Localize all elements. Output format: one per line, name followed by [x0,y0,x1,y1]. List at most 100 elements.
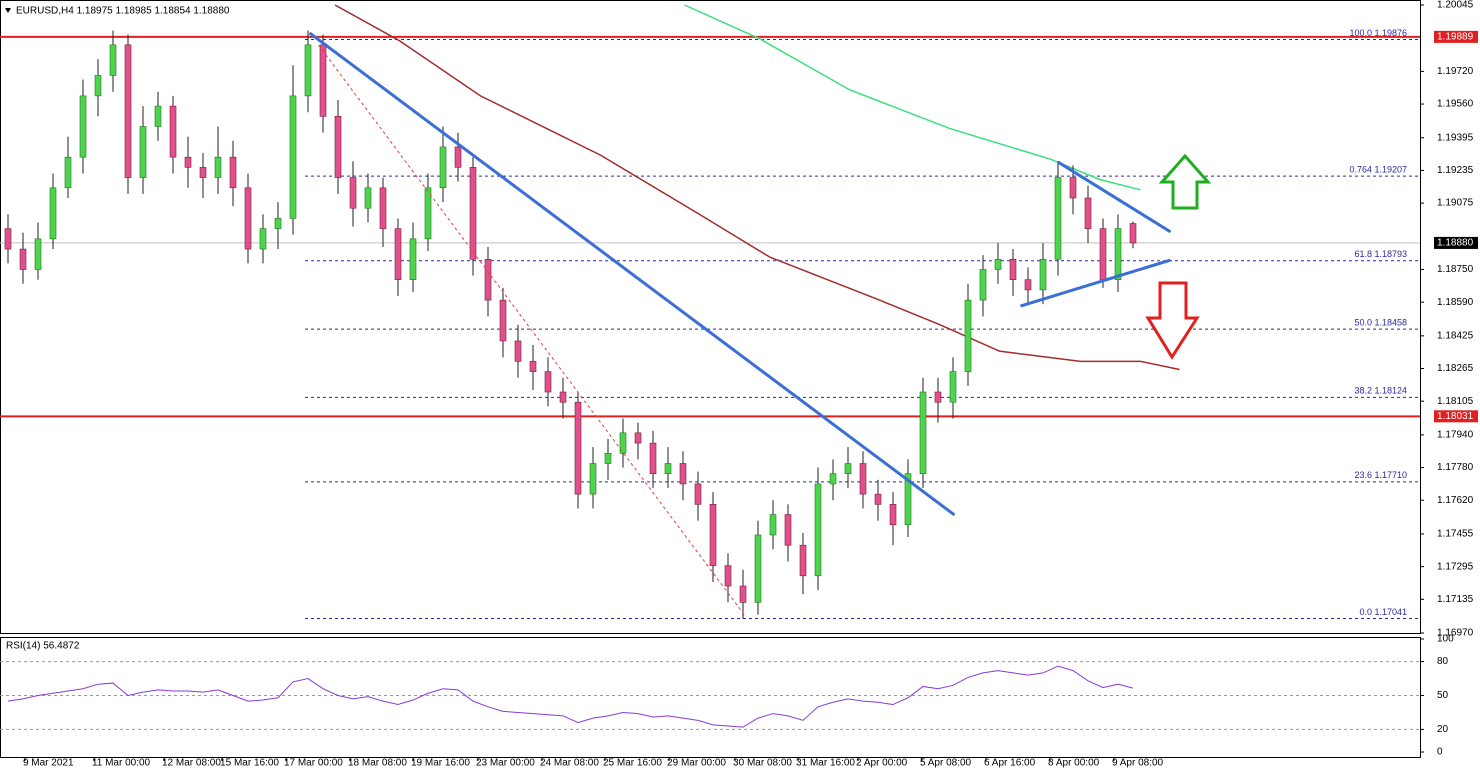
candle-body [4,228,12,250]
x-tick-label: 29 Mar 00:00 [667,758,726,769]
last-price-box [1434,236,1478,249]
candle-body [934,391,942,403]
rsi-tick-label: 0 [1437,747,1443,758]
fib-label: 61.8 1.18793 [1354,249,1407,259]
candle-body [1054,177,1062,260]
y-tick-label: 1.17780 [1437,462,1474,473]
candle-body [184,156,192,168]
candle-body [1069,177,1077,199]
candle-body [589,463,597,495]
candle-body [619,432,627,454]
y-tick-label: 1.19235 [1437,165,1474,176]
rsi-tick-label: 80 [1437,656,1449,667]
up-arrow [1158,153,1212,210]
candle-body [664,463,672,475]
candle-body [919,391,927,475]
candle-body [859,463,867,495]
trendline [1057,160,1172,234]
level-label: 1.19889 [1437,32,1474,43]
candle-body [319,44,327,117]
x-tick-label: 8 Apr 00:00 [1048,758,1100,769]
candle-body [559,391,567,403]
y-tick-label: 1.16970 [1437,628,1474,639]
fib-label: 50.0 1.18458 [1354,317,1407,327]
y-tick-label: 1.17455 [1437,529,1474,540]
trendline [308,31,956,517]
y-tick-label: 1.20045 [1437,0,1474,11]
moving-average [684,4,1141,191]
x-tick-label: 24 Mar 08:00 [540,758,599,769]
x-tick-label: 23 Mar 00:00 [476,758,535,769]
rsi-tick-label: 20 [1437,724,1449,735]
candle-body [679,463,687,485]
candle-body [439,146,447,189]
y-tick-label: 1.19560 [1437,99,1474,110]
candle-body [1039,258,1047,291]
candle-body [1084,197,1092,229]
candle-body [1129,223,1137,244]
x-tick-label: 30 Mar 08:00 [733,758,792,769]
level-label: 1.18031 [1437,411,1474,422]
candle-body [739,585,747,603]
x-tick-label: 19 Mar 16:00 [411,758,470,769]
candle-body [379,187,387,229]
trendline [1020,258,1171,308]
candle-body [694,483,702,505]
fib-label: 0.0 1.17041 [1359,607,1407,617]
candle-body [154,105,162,127]
candle-body [229,156,237,189]
candle-body [754,534,762,603]
candle-body [1024,279,1032,291]
candle-body [139,126,147,178]
candle-body [874,493,882,505]
candle-body [799,544,807,577]
y-tick-label: 1.18425 [1437,330,1474,341]
fib-label: 23.6 1.17710 [1354,470,1407,480]
last-price-label: 1.18880 [1437,238,1474,249]
candle-body [259,228,267,250]
candle-body [454,146,462,168]
rsi-panel [0,637,1421,758]
down-arrow [1145,281,1200,360]
y-tick-label: 1.19720 [1437,66,1474,77]
candle-body [214,156,222,178]
candle-body [199,167,207,178]
x-tick-label: 9 Apr 08:00 [1112,758,1164,769]
candle-body [364,187,372,209]
candle-body [274,218,282,229]
trendline [318,44,745,616]
candle-body [979,269,987,301]
x-tick-label: 6 Apr 16:00 [984,758,1036,769]
candle-body [724,565,732,587]
chart-header: EURUSD,H4 1.18975 1.18985 1.18854 1.1888… [16,6,230,17]
candle-body [334,116,342,178]
candle-body [19,248,27,270]
y-tick-label: 1.18590 [1437,297,1474,308]
fib-label: 0.764 1.19207 [1349,165,1407,175]
x-tick-label: 5 Apr 08:00 [920,758,972,769]
y-tick-label: 1.19075 [1437,198,1474,209]
candle-body [649,442,657,475]
rsi-line [7,665,1134,728]
x-tick-label: 12 Mar 08:00 [162,758,221,769]
moving-average [334,4,1180,371]
candle-body [394,228,402,280]
candle-body [1114,228,1122,280]
candle-body [349,177,357,209]
x-tick-label: 31 Mar 16:00 [796,758,855,769]
candle-body [109,44,117,76]
candle-body [1099,228,1107,280]
x-tick-label: 15 Mar 16:00 [220,758,279,769]
candle-body [814,483,822,577]
header-arrow [5,8,11,13]
candle-body [784,514,792,546]
rsi-tick-label: 50 [1437,690,1449,701]
x-tick-label: 25 Mar 16:00 [603,758,662,769]
y-tick-label: 1.18750 [1437,264,1474,275]
y-tick-label: 1.17940 [1437,430,1474,441]
candle-body [634,432,642,444]
candle-body [64,156,72,189]
rsi-label: RSI(14) 56.4872 [6,641,80,652]
